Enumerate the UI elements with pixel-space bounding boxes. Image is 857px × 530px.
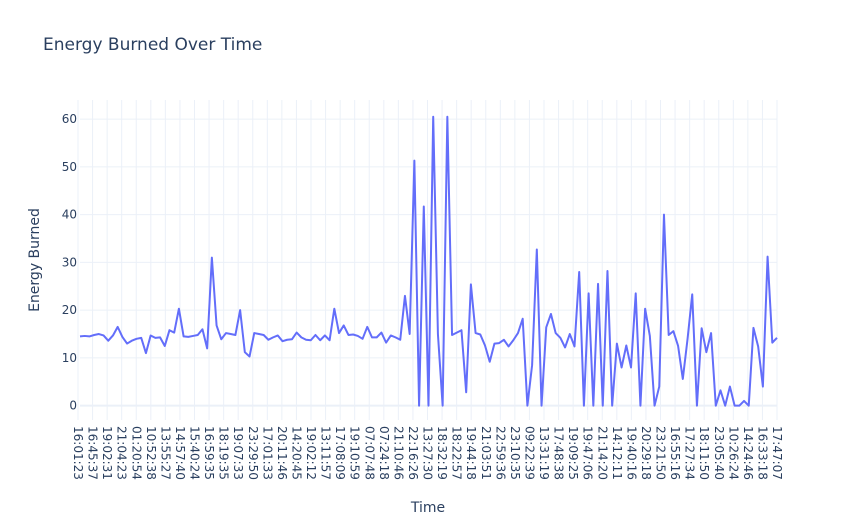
x-tick-label: 19:02:12	[304, 426, 318, 480]
x-tick-label: 13:11:57	[319, 426, 333, 480]
y-tick-label: 0	[69, 399, 77, 413]
x-tick-label: 22:59:36	[493, 426, 507, 480]
x-tick-label: 01:20:54	[129, 426, 143, 480]
x-tick-label: 19:44:18	[464, 426, 478, 480]
x-tick-label: 16:01:23	[71, 426, 85, 480]
y-tick-label: 40	[62, 208, 77, 222]
x-tick-label: 14:20:45	[289, 426, 303, 480]
x-tick-label: 23:10:35	[508, 426, 522, 480]
x-tick-label: 16:59:35	[202, 426, 216, 480]
x-tick-label: 07:24:18	[377, 426, 391, 480]
x-tick-label: 19:02:31	[100, 426, 114, 480]
x-tick-label: 07:07:48	[362, 426, 376, 480]
x-tick-label: 18:32:19	[435, 426, 449, 480]
x-tick-label: 14:24:46	[741, 426, 755, 480]
x-tick-label: 10:52:38	[144, 426, 158, 480]
x-tick-label: 17:48:38	[552, 426, 566, 480]
x-tick-label: 19:47:06	[581, 426, 595, 480]
x-tick-label: 19:09:25	[566, 426, 580, 480]
x-tick-label: 13:31:19	[537, 426, 551, 480]
x-tick-label: 17:47:07	[770, 426, 784, 480]
x-tick-label: 23:21:50	[654, 426, 668, 480]
chart-title: Energy Burned Over Time	[43, 35, 262, 55]
x-gridlines	[77, 100, 778, 420]
x-tick-label: 20:29:18	[639, 426, 653, 480]
x-tick-label: 21:14:20	[595, 426, 609, 480]
x-tick-label: 20:11:46	[275, 426, 289, 480]
x-tick-label: 18:22:57	[450, 426, 464, 480]
x-tick-label: 16:33:18	[755, 426, 769, 480]
x-tick-label: 17:27:34	[683, 426, 697, 480]
y-tick-label: 60	[62, 112, 77, 126]
x-tick-label: 15:40:24	[188, 426, 202, 480]
x-tick-label: 13:55:27	[158, 426, 172, 480]
x-tick-label: 19:40:16	[624, 426, 638, 480]
x-tick-label: 18:11:50	[697, 426, 711, 480]
y-tick-label: 50	[62, 160, 77, 174]
x-tick-label: 16:45:37	[86, 426, 100, 480]
y-axis-title: Energy Burned	[27, 208, 43, 312]
x-tick-label: 14:12:11	[610, 426, 624, 480]
x-tick-label: 19:10:59	[348, 426, 362, 480]
x-tick-label: 23:29:50	[246, 426, 260, 480]
x-tick-labels: 16:01:23 16:45:37 19:02:31 21:04:23 01:20:54…	[71, 426, 784, 480]
y-tick-label: 10	[62, 351, 77, 365]
energy-series-line	[79, 115, 778, 407]
y-tick-label: 20	[62, 303, 77, 317]
x-tick-label: 17:08:09	[333, 426, 347, 480]
x-tick-label: 19:07:33	[231, 426, 245, 480]
x-tick-label: 16:55:16	[668, 426, 682, 480]
x-tick-label: 10:26:24	[726, 426, 740, 480]
x-tick-label: 09:22:39	[522, 426, 536, 480]
x-axis-title: Time	[410, 500, 445, 516]
x-tick-label: 22:16:26	[406, 426, 420, 480]
y-tick-label: 30	[62, 255, 77, 269]
x-tick-label: 21:03:51	[479, 426, 493, 480]
y-tick-labels: 0 10 20 30 40 50 60	[62, 112, 77, 413]
x-tick-label: 23:05:40	[712, 426, 726, 480]
x-tick-label: 18:19:35	[217, 426, 231, 480]
x-tick-label: 13:27:30	[421, 426, 435, 480]
x-tick-label: 14:57:40	[173, 426, 187, 480]
x-tick-label: 21:10:46	[391, 426, 405, 480]
x-tick-label: 21:04:23	[115, 426, 129, 480]
x-tick-label: 17:01:33	[260, 426, 274, 480]
